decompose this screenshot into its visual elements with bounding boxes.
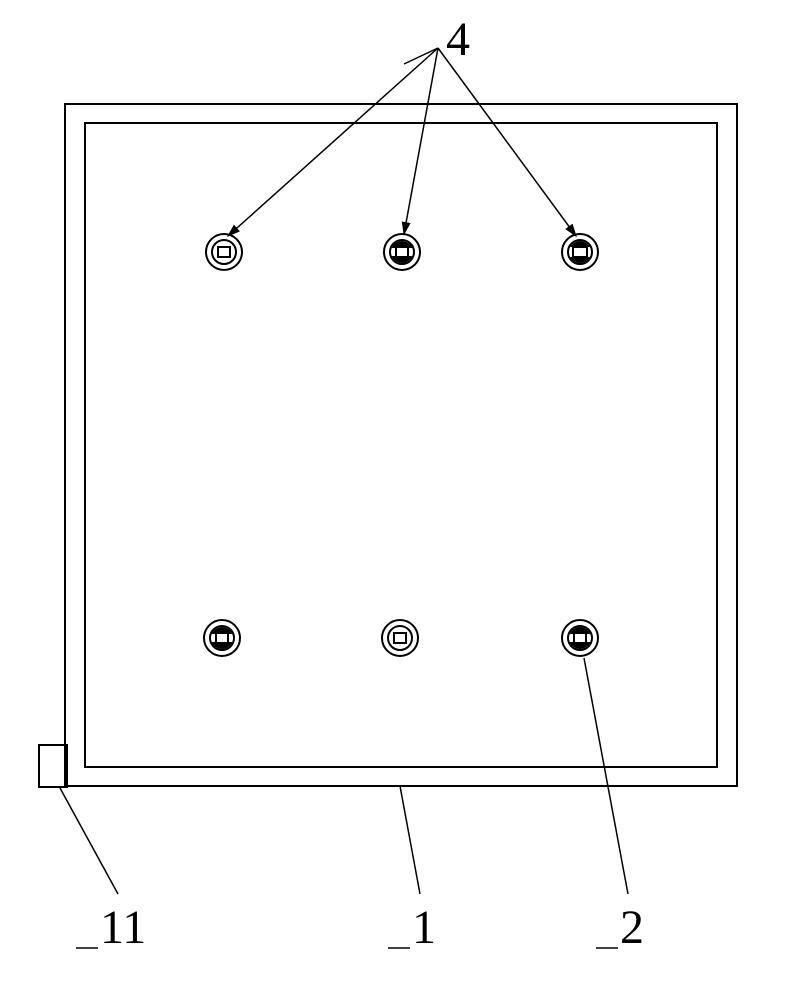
callout-label-4: 4 [446, 12, 470, 67]
callout-label-2: 2 [620, 900, 644, 955]
mounting-hole [561, 619, 599, 657]
mounting-hole [561, 233, 599, 271]
callout-label-1: 1 [412, 900, 436, 955]
mounting-hole [205, 233, 243, 271]
corner-tab [38, 744, 68, 788]
callout-label-11: 11 [100, 900, 146, 955]
mounting-hole [381, 619, 419, 657]
inner-frame [84, 122, 718, 768]
mounting-hole [203, 619, 241, 657]
mounting-hole [383, 233, 421, 271]
